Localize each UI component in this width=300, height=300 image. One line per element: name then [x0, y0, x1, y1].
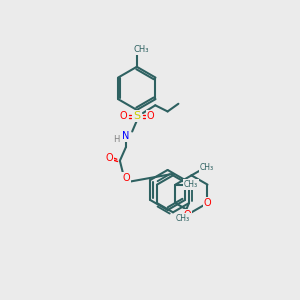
Text: O: O [122, 173, 130, 183]
Text: H: H [114, 135, 120, 144]
Text: O: O [119, 111, 127, 121]
Text: O: O [204, 198, 211, 208]
Text: CH₃: CH₃ [176, 214, 190, 223]
Text: N: N [122, 131, 130, 141]
Text: O: O [147, 111, 154, 121]
Text: S: S [133, 111, 140, 121]
Text: O: O [105, 153, 113, 163]
Text: O: O [184, 210, 191, 220]
Text: CH₃: CH₃ [184, 180, 198, 189]
Text: CH₃: CH₃ [200, 163, 214, 172]
Text: CH₃: CH₃ [134, 45, 149, 54]
